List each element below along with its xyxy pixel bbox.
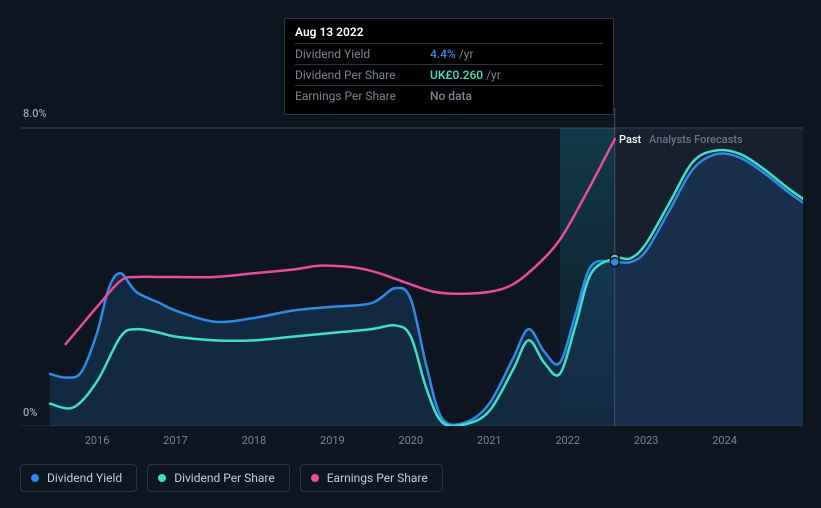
legend-label: Earnings Per Share bbox=[327, 471, 428, 485]
section-label: Past bbox=[619, 133, 641, 146]
chart: 8.0% 0% Past Analysts Forecasts bbox=[20, 108, 803, 426]
x-axis-tick: 2019 bbox=[320, 434, 345, 447]
x-axis-tick: 2016 bbox=[85, 434, 110, 447]
tooltip-label: Dividend Per Share bbox=[295, 68, 430, 82]
tooltip-row: Earnings Per ShareNo data bbox=[295, 85, 603, 106]
legend-item[interactable]: Earnings Per Share bbox=[300, 464, 443, 492]
tooltip-row: Dividend Per ShareUK£0.260/yr bbox=[295, 64, 603, 85]
x-axis: 2016 2017 2018 2019 2020 2021 2022 2023 2024 bbox=[20, 434, 803, 450]
legend-dot bbox=[31, 474, 39, 482]
x-axis-tick: 2023 bbox=[634, 434, 659, 447]
legend-label: Dividend Yield bbox=[47, 471, 122, 485]
x-axis-tick: 2022 bbox=[555, 434, 580, 447]
chart-svg bbox=[20, 108, 803, 426]
tooltip-unit: /yr bbox=[486, 68, 501, 82]
y-axis-label: 0% bbox=[23, 406, 37, 419]
tooltip-value: 4.4% bbox=[430, 47, 456, 61]
legend-dot bbox=[311, 474, 319, 482]
tooltip-date: Aug 13 2022 bbox=[295, 25, 603, 43]
legend: Dividend Yield Dividend Per Share Earnings… bbox=[20, 464, 443, 492]
tooltip-row: Dividend Yield4.4%/yr bbox=[295, 43, 603, 64]
tooltip: Aug 13 2022 Dividend Yield4.4%/yrDividen… bbox=[284, 18, 614, 115]
x-axis-tick: 2020 bbox=[398, 434, 423, 447]
x-axis-tick: 2018 bbox=[242, 434, 267, 447]
legend-dot bbox=[158, 474, 166, 482]
tooltip-value: No data bbox=[430, 89, 472, 103]
x-axis-tick: 2024 bbox=[712, 434, 737, 447]
tooltip-unit: /yr bbox=[459, 47, 474, 61]
y-axis-label: 8.0% bbox=[23, 107, 47, 120]
x-axis-tick: 2017 bbox=[163, 434, 188, 447]
section-label: Analysts Forecasts bbox=[649, 133, 743, 146]
tooltip-label: Dividend Yield bbox=[295, 47, 430, 61]
legend-item[interactable]: Dividend Yield bbox=[20, 464, 137, 492]
legend-label: Dividend Per Share bbox=[174, 471, 275, 485]
x-axis-tick: 2021 bbox=[477, 434, 502, 447]
tooltip-label: Earnings Per Share bbox=[295, 89, 430, 103]
legend-item[interactable]: Dividend Per Share bbox=[147, 464, 290, 492]
tooltip-value: UK£0.260 bbox=[430, 68, 483, 82]
